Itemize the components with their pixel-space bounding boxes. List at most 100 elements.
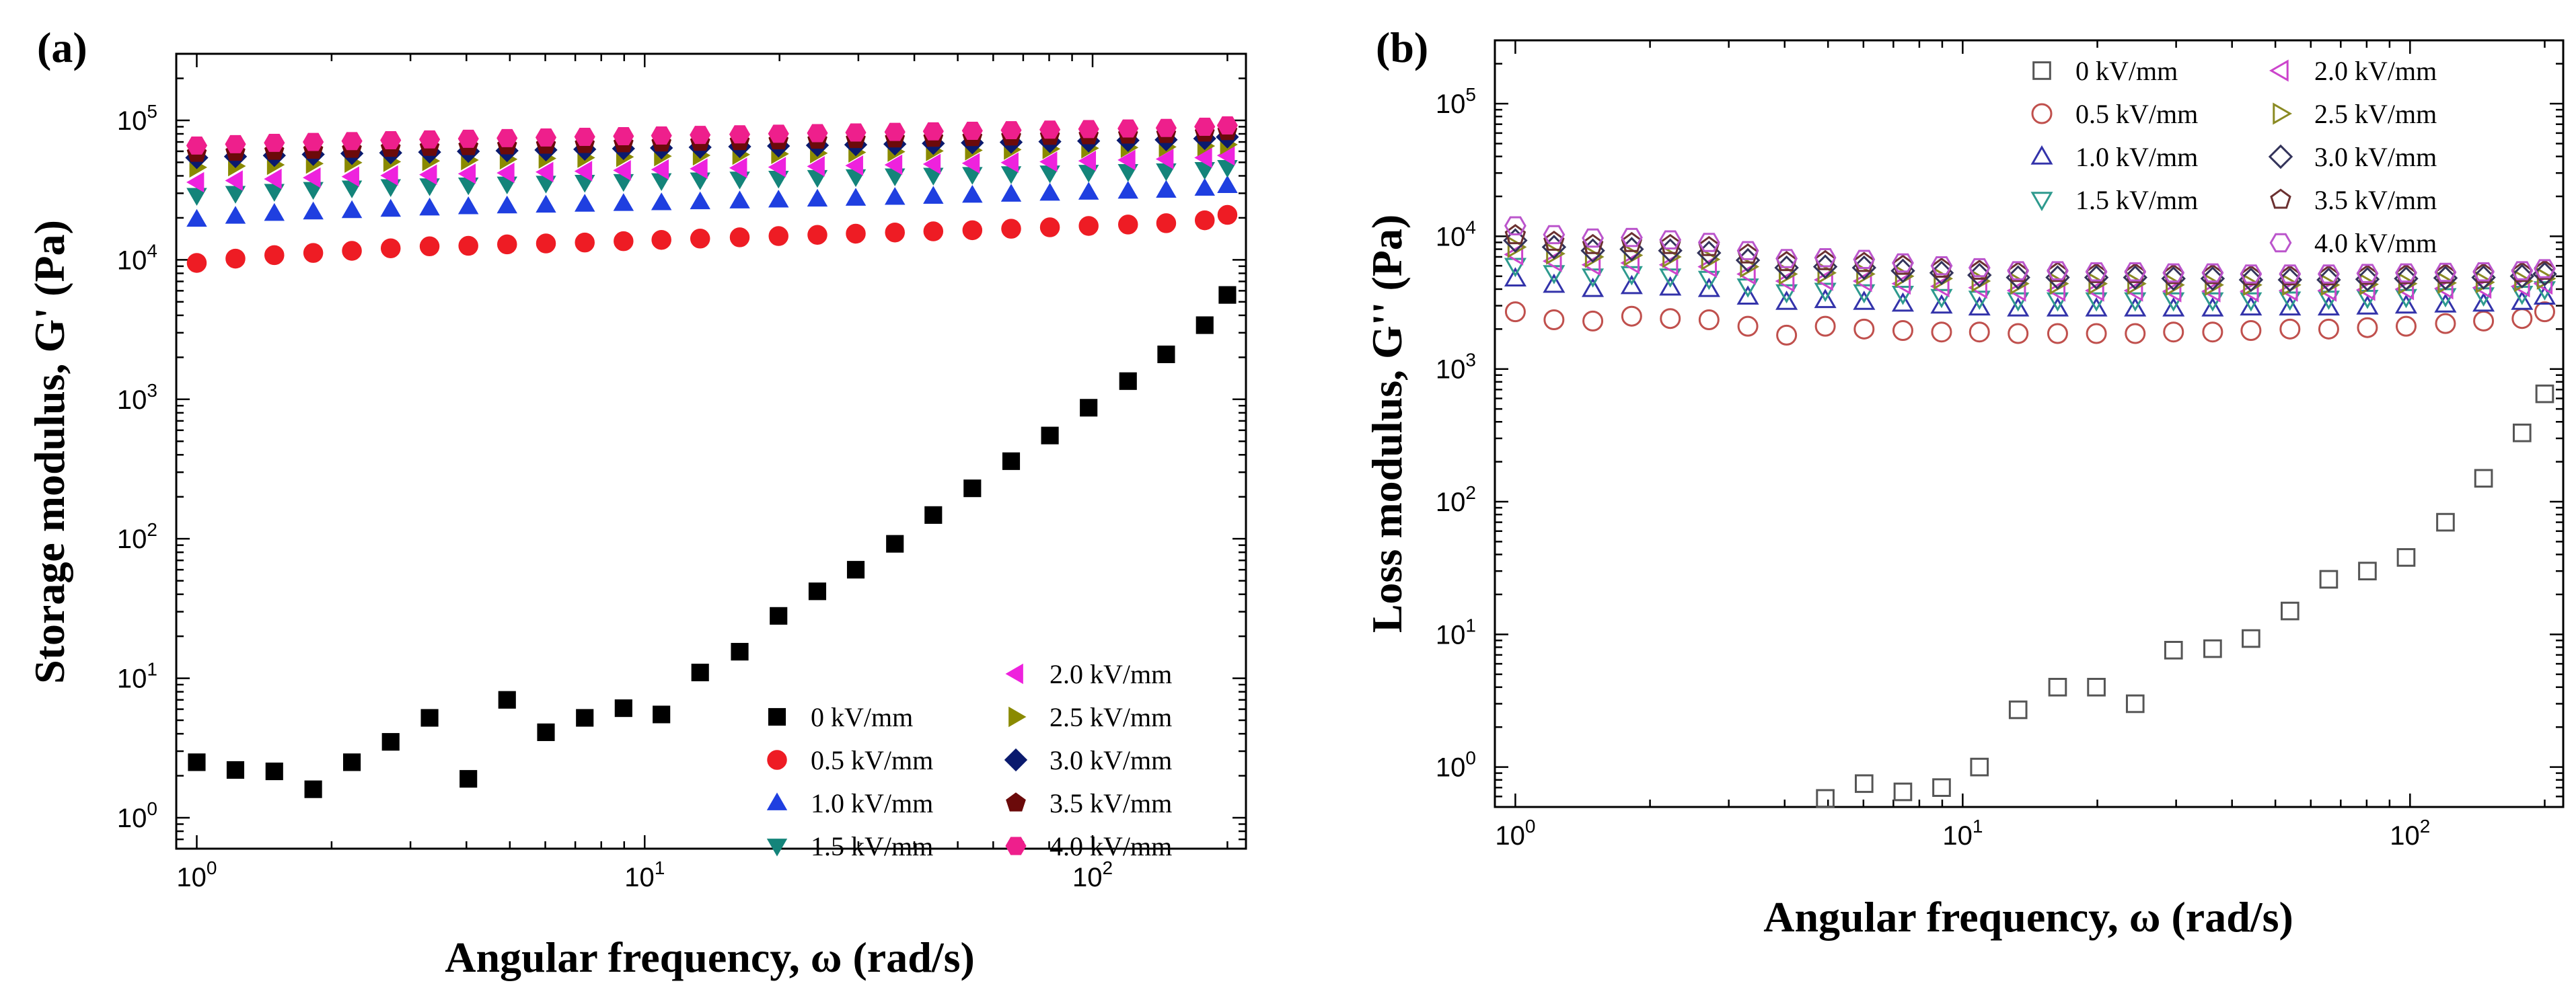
data-point bbox=[1039, 217, 1060, 237]
data-point bbox=[186, 136, 208, 155]
data-point bbox=[380, 238, 401, 258]
data-point bbox=[1851, 255, 1877, 280]
data-point bbox=[225, 206, 246, 224]
data-point bbox=[265, 762, 283, 781]
legend-marker bbox=[768, 707, 786, 726]
data-point bbox=[2396, 548, 2416, 567]
data-point bbox=[496, 162, 515, 184]
data-point bbox=[1812, 254, 1838, 279]
data-point bbox=[2534, 259, 2556, 278]
legend-label: 3.0 kV/mm bbox=[2314, 142, 2437, 172]
data-point bbox=[1620, 266, 1643, 286]
data-point bbox=[768, 124, 789, 143]
data-point bbox=[457, 196, 479, 215]
data-point bbox=[574, 127, 595, 146]
data-point bbox=[884, 122, 906, 141]
data-point bbox=[2279, 264, 2302, 284]
data-point bbox=[1157, 345, 1175, 364]
data-point bbox=[1932, 778, 1951, 797]
panel-label: (a) bbox=[37, 24, 87, 71]
data-point bbox=[845, 123, 867, 142]
data-point bbox=[2240, 264, 2262, 284]
data-point bbox=[729, 227, 750, 247]
y-tick-label: 102 bbox=[117, 519, 157, 554]
data-point bbox=[186, 208, 207, 227]
data-point bbox=[2008, 323, 2029, 344]
legend-item: 3.0 kV/mm bbox=[2268, 142, 2437, 172]
legend-marker bbox=[766, 792, 788, 810]
x-tick-label: 102 bbox=[1072, 857, 1113, 892]
series-2-0-kv-mm bbox=[186, 145, 1235, 193]
data-point bbox=[1504, 216, 1526, 235]
data-point bbox=[576, 709, 594, 727]
data-point bbox=[2166, 274, 2185, 297]
y-tick-label: 105 bbox=[117, 101, 157, 136]
data-point bbox=[2511, 261, 2534, 280]
plot-frame bbox=[1494, 39, 2565, 808]
data-point bbox=[2008, 700, 2028, 720]
data-point bbox=[1504, 301, 1526, 323]
data-point bbox=[690, 126, 711, 145]
data-point bbox=[342, 753, 361, 771]
data-point bbox=[186, 188, 207, 206]
data-point bbox=[537, 723, 555, 741]
data-point bbox=[845, 188, 867, 206]
series-0-kv-mm bbox=[188, 286, 1237, 798]
x-axis-title: Angular frequency, ω (rad/s) bbox=[1763, 893, 2293, 941]
data-point bbox=[535, 161, 554, 183]
data-point bbox=[2279, 291, 2302, 311]
y-tick-label: 105 bbox=[1436, 84, 1476, 119]
data-point bbox=[2355, 266, 2380, 292]
data-point bbox=[1892, 253, 1914, 273]
data-point bbox=[303, 201, 324, 220]
data-point bbox=[1117, 215, 1138, 235]
data-point bbox=[1968, 321, 1990, 343]
data-point bbox=[380, 131, 402, 150]
legend-item: 4.0 kV/mm bbox=[2269, 228, 2437, 258]
data-point bbox=[651, 159, 669, 180]
data-point bbox=[2205, 274, 2224, 297]
data-point bbox=[651, 126, 672, 145]
data-point bbox=[924, 506, 943, 524]
data-point bbox=[535, 128, 557, 147]
data-point bbox=[2201, 280, 2221, 303]
data-point bbox=[1775, 291, 1798, 310]
data-point bbox=[1001, 219, 1021, 239]
data-point bbox=[961, 121, 983, 140]
data-point bbox=[690, 158, 708, 180]
y-tick-label: 100 bbox=[117, 798, 157, 833]
data-point bbox=[963, 479, 982, 498]
data-point bbox=[2162, 263, 2185, 283]
legend-label: 0 kV/mm bbox=[2075, 56, 2178, 86]
data-point bbox=[496, 128, 518, 147]
legend-label: 3.5 kV/mm bbox=[2314, 185, 2437, 215]
data-point bbox=[458, 235, 478, 256]
legend-item: 2.5 kV/mm bbox=[2273, 99, 2437, 129]
data-point bbox=[1737, 243, 1759, 264]
data-point bbox=[1968, 291, 1991, 310]
data-point bbox=[2047, 261, 2069, 280]
legend-item: 0 kV/mm bbox=[768, 702, 913, 732]
data-point bbox=[2279, 296, 2302, 316]
data-point bbox=[768, 190, 789, 208]
data-point bbox=[2201, 297, 2224, 317]
chart-panel-b: 100 101 102 100 101 102 103 104 105(b) Angular fr… bbox=[1363, 24, 2565, 941]
data-point bbox=[2202, 321, 2223, 343]
data-point bbox=[1582, 310, 1604, 332]
data-point bbox=[962, 185, 983, 203]
data-point bbox=[2357, 317, 2378, 338]
data-point bbox=[303, 167, 321, 188]
data-point bbox=[653, 705, 671, 724]
legend-marker bbox=[1005, 663, 1023, 685]
data-point bbox=[1970, 757, 1989, 777]
data-point bbox=[457, 163, 476, 184]
data-point bbox=[1000, 121, 1022, 140]
data-point bbox=[2085, 262, 2108, 282]
data-point bbox=[731, 643, 749, 661]
x-tick-label: 102 bbox=[2390, 816, 2430, 851]
panel-label: (b) bbox=[1376, 24, 1428, 71]
data-point bbox=[2238, 267, 2264, 293]
chart-panel-a: 100 101 102 100 101 102 103 104 105 (a) Angular fr… bbox=[26, 24, 1247, 981]
data-point bbox=[2394, 266, 2419, 291]
